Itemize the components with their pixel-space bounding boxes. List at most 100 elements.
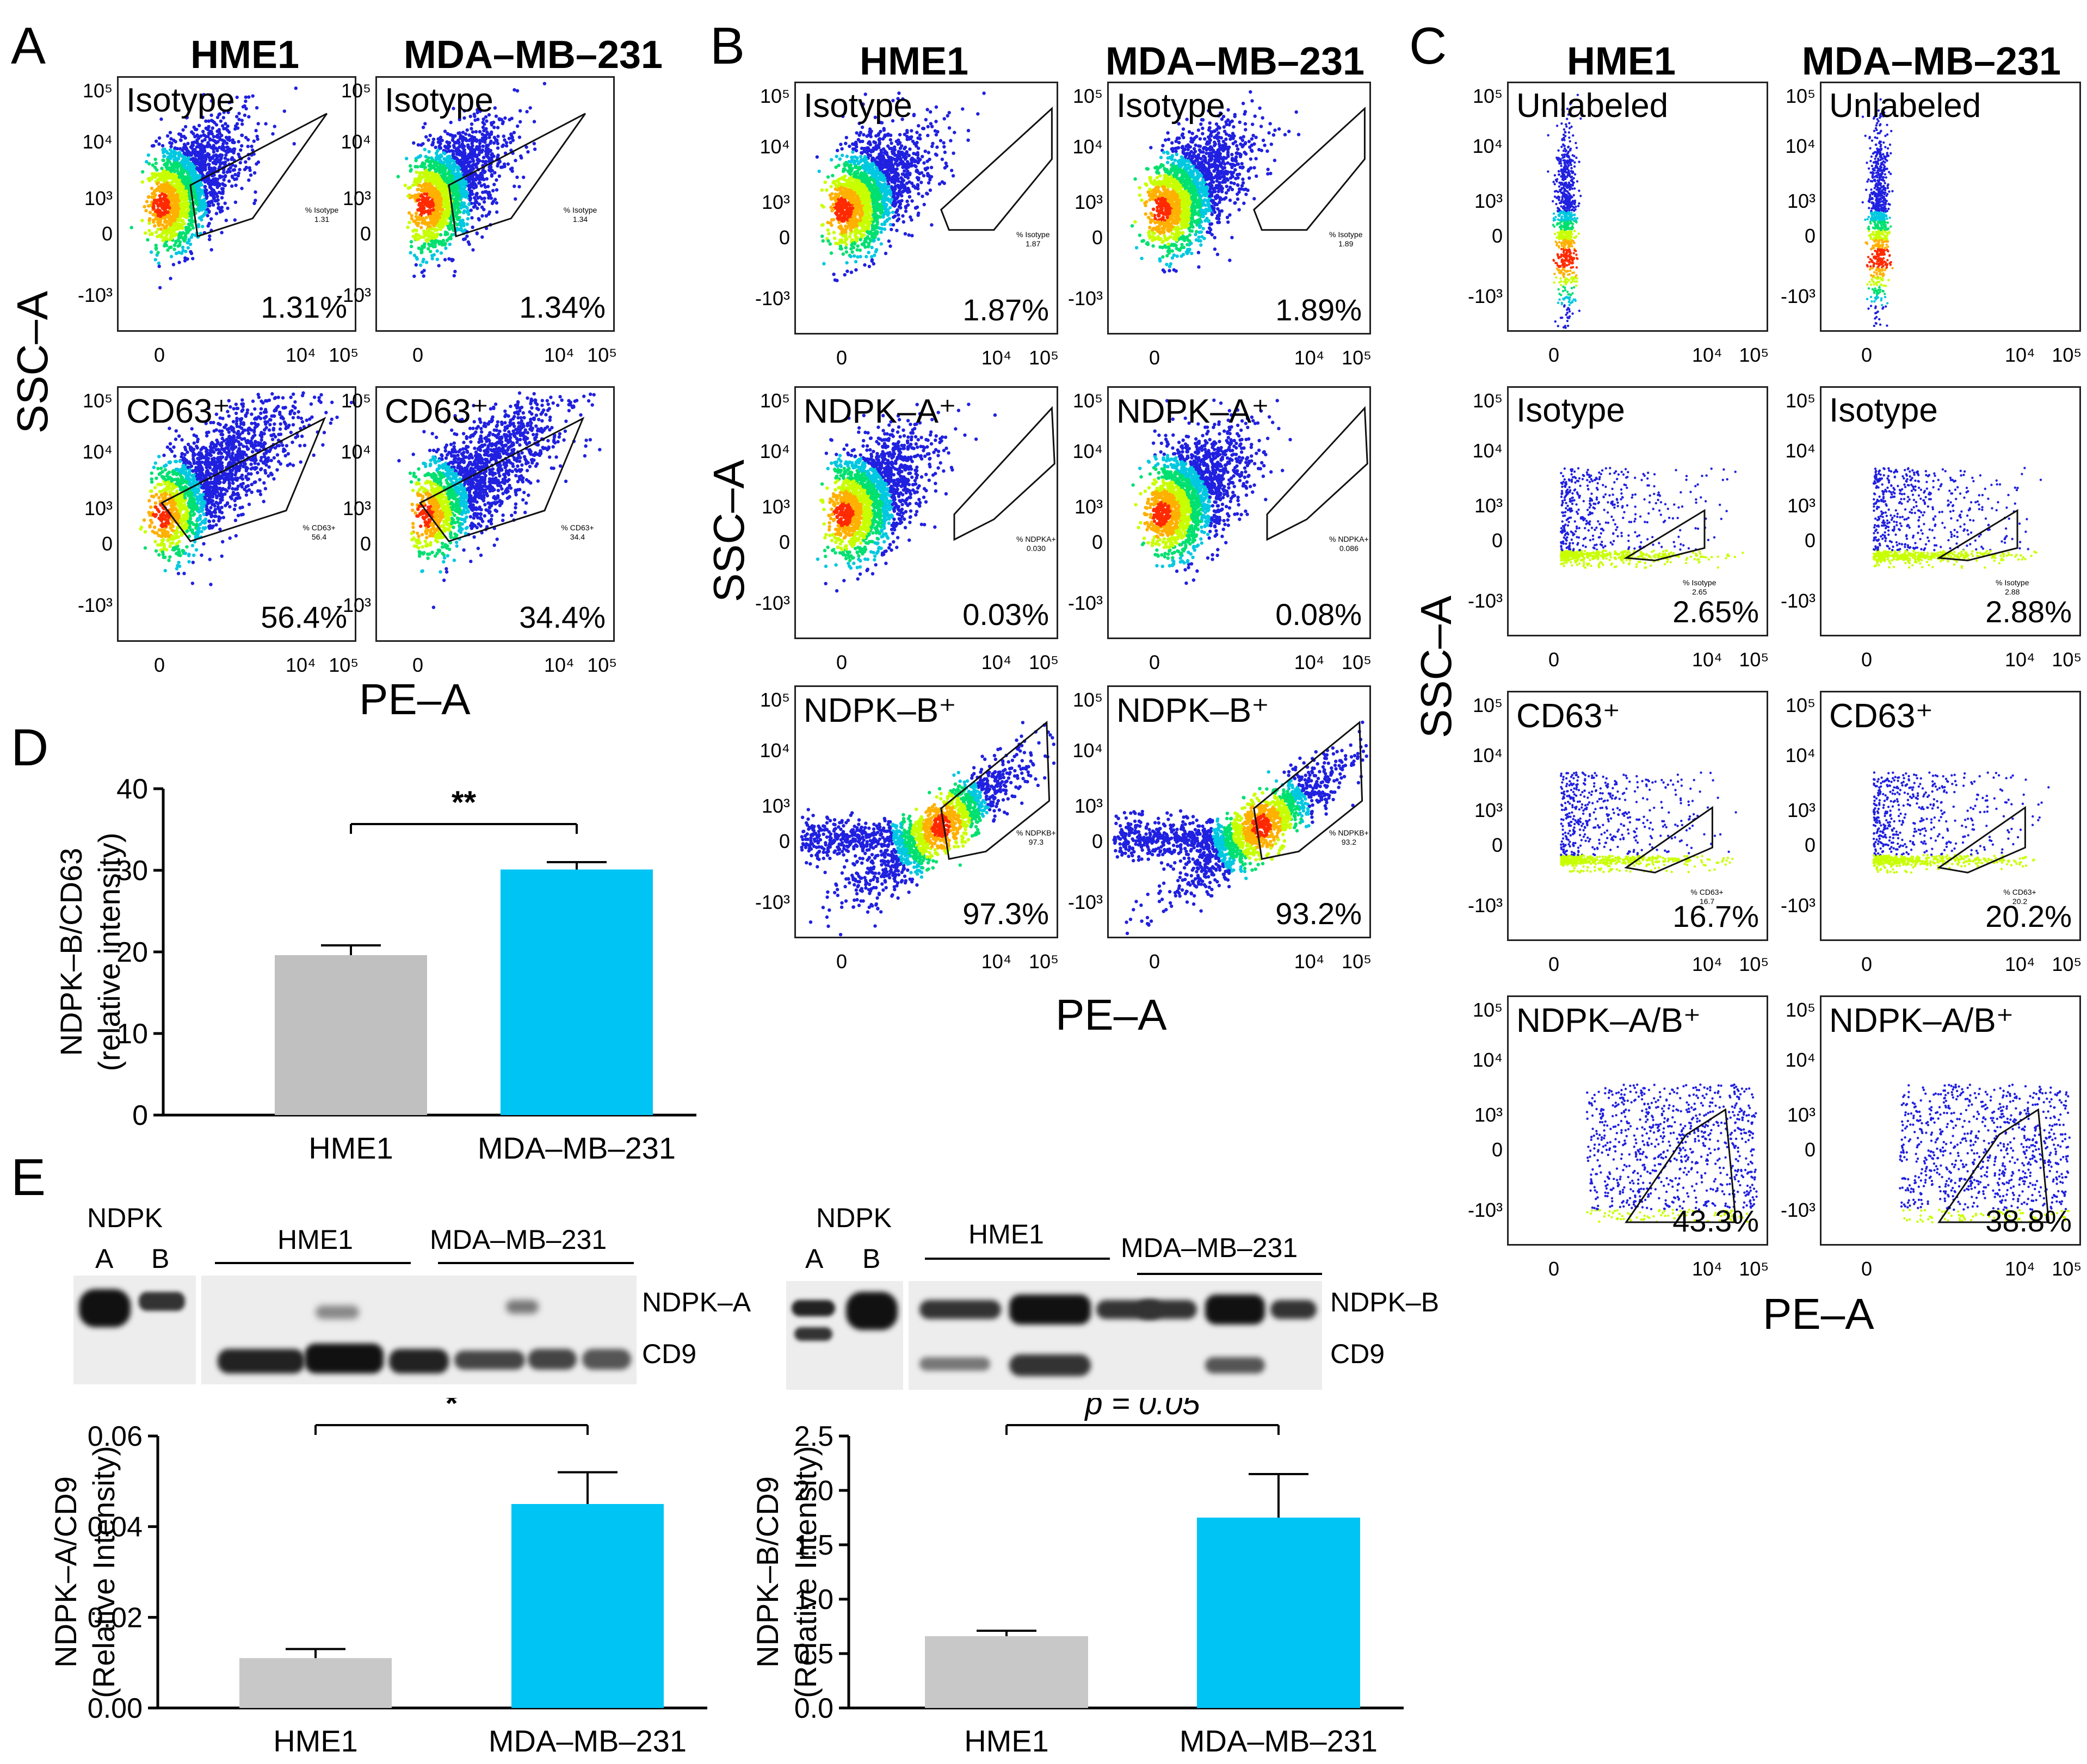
flow-event-point [230, 428, 234, 432]
flow-event-point [495, 178, 498, 182]
flow-event-point [458, 150, 462, 153]
flow-event-point [476, 206, 479, 211]
flow-event-point [211, 178, 214, 182]
flow-event-point [433, 199, 437, 203]
flow-event-point [196, 223, 201, 227]
flow-event-point [153, 540, 157, 543]
flow-event-point [504, 144, 509, 148]
flow-event-point [233, 127, 237, 131]
gate-polygon[interactable] [448, 113, 586, 238]
flow-event-point [478, 141, 482, 145]
flow-event-point [158, 219, 163, 224]
flow-event-point [261, 401, 265, 405]
flow-event-point [156, 234, 159, 238]
flow-event-point [273, 409, 276, 413]
flow-event-point [490, 156, 493, 160]
flow-event-point [186, 178, 189, 182]
flow-event-point [407, 220, 411, 225]
flow-event-point [213, 511, 217, 515]
flow-event-point [153, 501, 158, 505]
flow-event-point [234, 445, 238, 449]
flow-event-point [467, 139, 471, 143]
flow-event-point [179, 138, 183, 143]
flow-event-point [420, 188, 424, 191]
flow-event-point [441, 194, 444, 197]
flow-event-point [209, 217, 213, 221]
flow-event-point [430, 253, 434, 258]
flow-event-point [215, 115, 220, 119]
flow-event-point [481, 156, 486, 159]
flow-event-point [214, 212, 219, 215]
flow-event-point [518, 120, 522, 124]
flow-event-point [522, 175, 526, 180]
flow-event-point [153, 461, 157, 465]
flow-event-point [456, 166, 461, 170]
flow-event-point [516, 124, 520, 128]
flow-event-point [172, 158, 176, 162]
flow-event-point [413, 165, 417, 169]
flow-event-point [457, 181, 461, 185]
flow-event-point [212, 150, 216, 154]
flow-event-point [222, 110, 226, 114]
flow-event-point [450, 158, 454, 162]
flow-event-point [429, 250, 433, 253]
flow-event-point [430, 164, 434, 168]
flow-event-point [232, 149, 236, 153]
flow-event-point [481, 125, 485, 129]
flow-event-point [215, 148, 219, 153]
flow-event-point [335, 416, 339, 419]
flow-event-point [477, 153, 481, 157]
flow-event-point [220, 147, 224, 151]
flow-event-point [279, 432, 283, 436]
flow-event-point [207, 119, 211, 123]
flow-event-point [221, 124, 225, 128]
flow-event-point [209, 187, 214, 191]
flow-event-point [160, 231, 164, 235]
flow-event-point [434, 218, 439, 221]
flow-event-point [462, 116, 466, 120]
flow-event-point [205, 507, 208, 511]
flow-event-point [457, 227, 461, 232]
flow-event-point [487, 135, 491, 139]
flow-event-point [177, 261, 181, 264]
panel-b-col-title-mda: MDA–MB–231 [1083, 39, 1387, 84]
flow-event-point [472, 112, 476, 116]
flow-event-point [260, 438, 263, 442]
flow-event-point [419, 143, 423, 147]
flow-event-point [452, 144, 456, 147]
flow-event-point [472, 205, 476, 209]
gate-polygon[interactable] [189, 113, 328, 238]
flow-event-point [192, 531, 196, 535]
flow-event-point [150, 144, 155, 148]
y-axis-tick-label: 10⁴ [322, 131, 371, 153]
flow-event-point [458, 131, 461, 135]
flow-event-point [159, 493, 163, 497]
flow-event-point [203, 168, 207, 172]
flow-event-point [480, 235, 484, 239]
flow-event-point [217, 206, 220, 210]
flow-event-point [504, 141, 509, 145]
flow-event-point [225, 150, 229, 154]
flow-event-point [422, 274, 425, 278]
flow-event-point [182, 146, 186, 150]
flow-event-point [219, 153, 223, 157]
gate-statistic-label: % Isotype 1.31 [305, 206, 338, 224]
flow-event-point [503, 138, 507, 142]
flow-event-point [503, 116, 507, 120]
flow-event-point [487, 165, 491, 169]
flow-event-point [237, 140, 240, 144]
flow-event-point [451, 193, 455, 197]
flow-event-point [176, 218, 180, 222]
flow-event-point [417, 246, 421, 250]
flow-event-point [408, 185, 412, 189]
flow-event-point [514, 197, 517, 201]
flow-event-point [424, 222, 428, 226]
flow-event-point [490, 201, 495, 206]
flow-event-point [234, 422, 238, 426]
flow-event-point [434, 145, 437, 150]
flow-event-point [157, 136, 162, 140]
flow-event-point [173, 188, 177, 192]
flow-event-point [484, 133, 488, 138]
flow-event-point [215, 135, 219, 139]
flow-event-point [233, 172, 237, 177]
